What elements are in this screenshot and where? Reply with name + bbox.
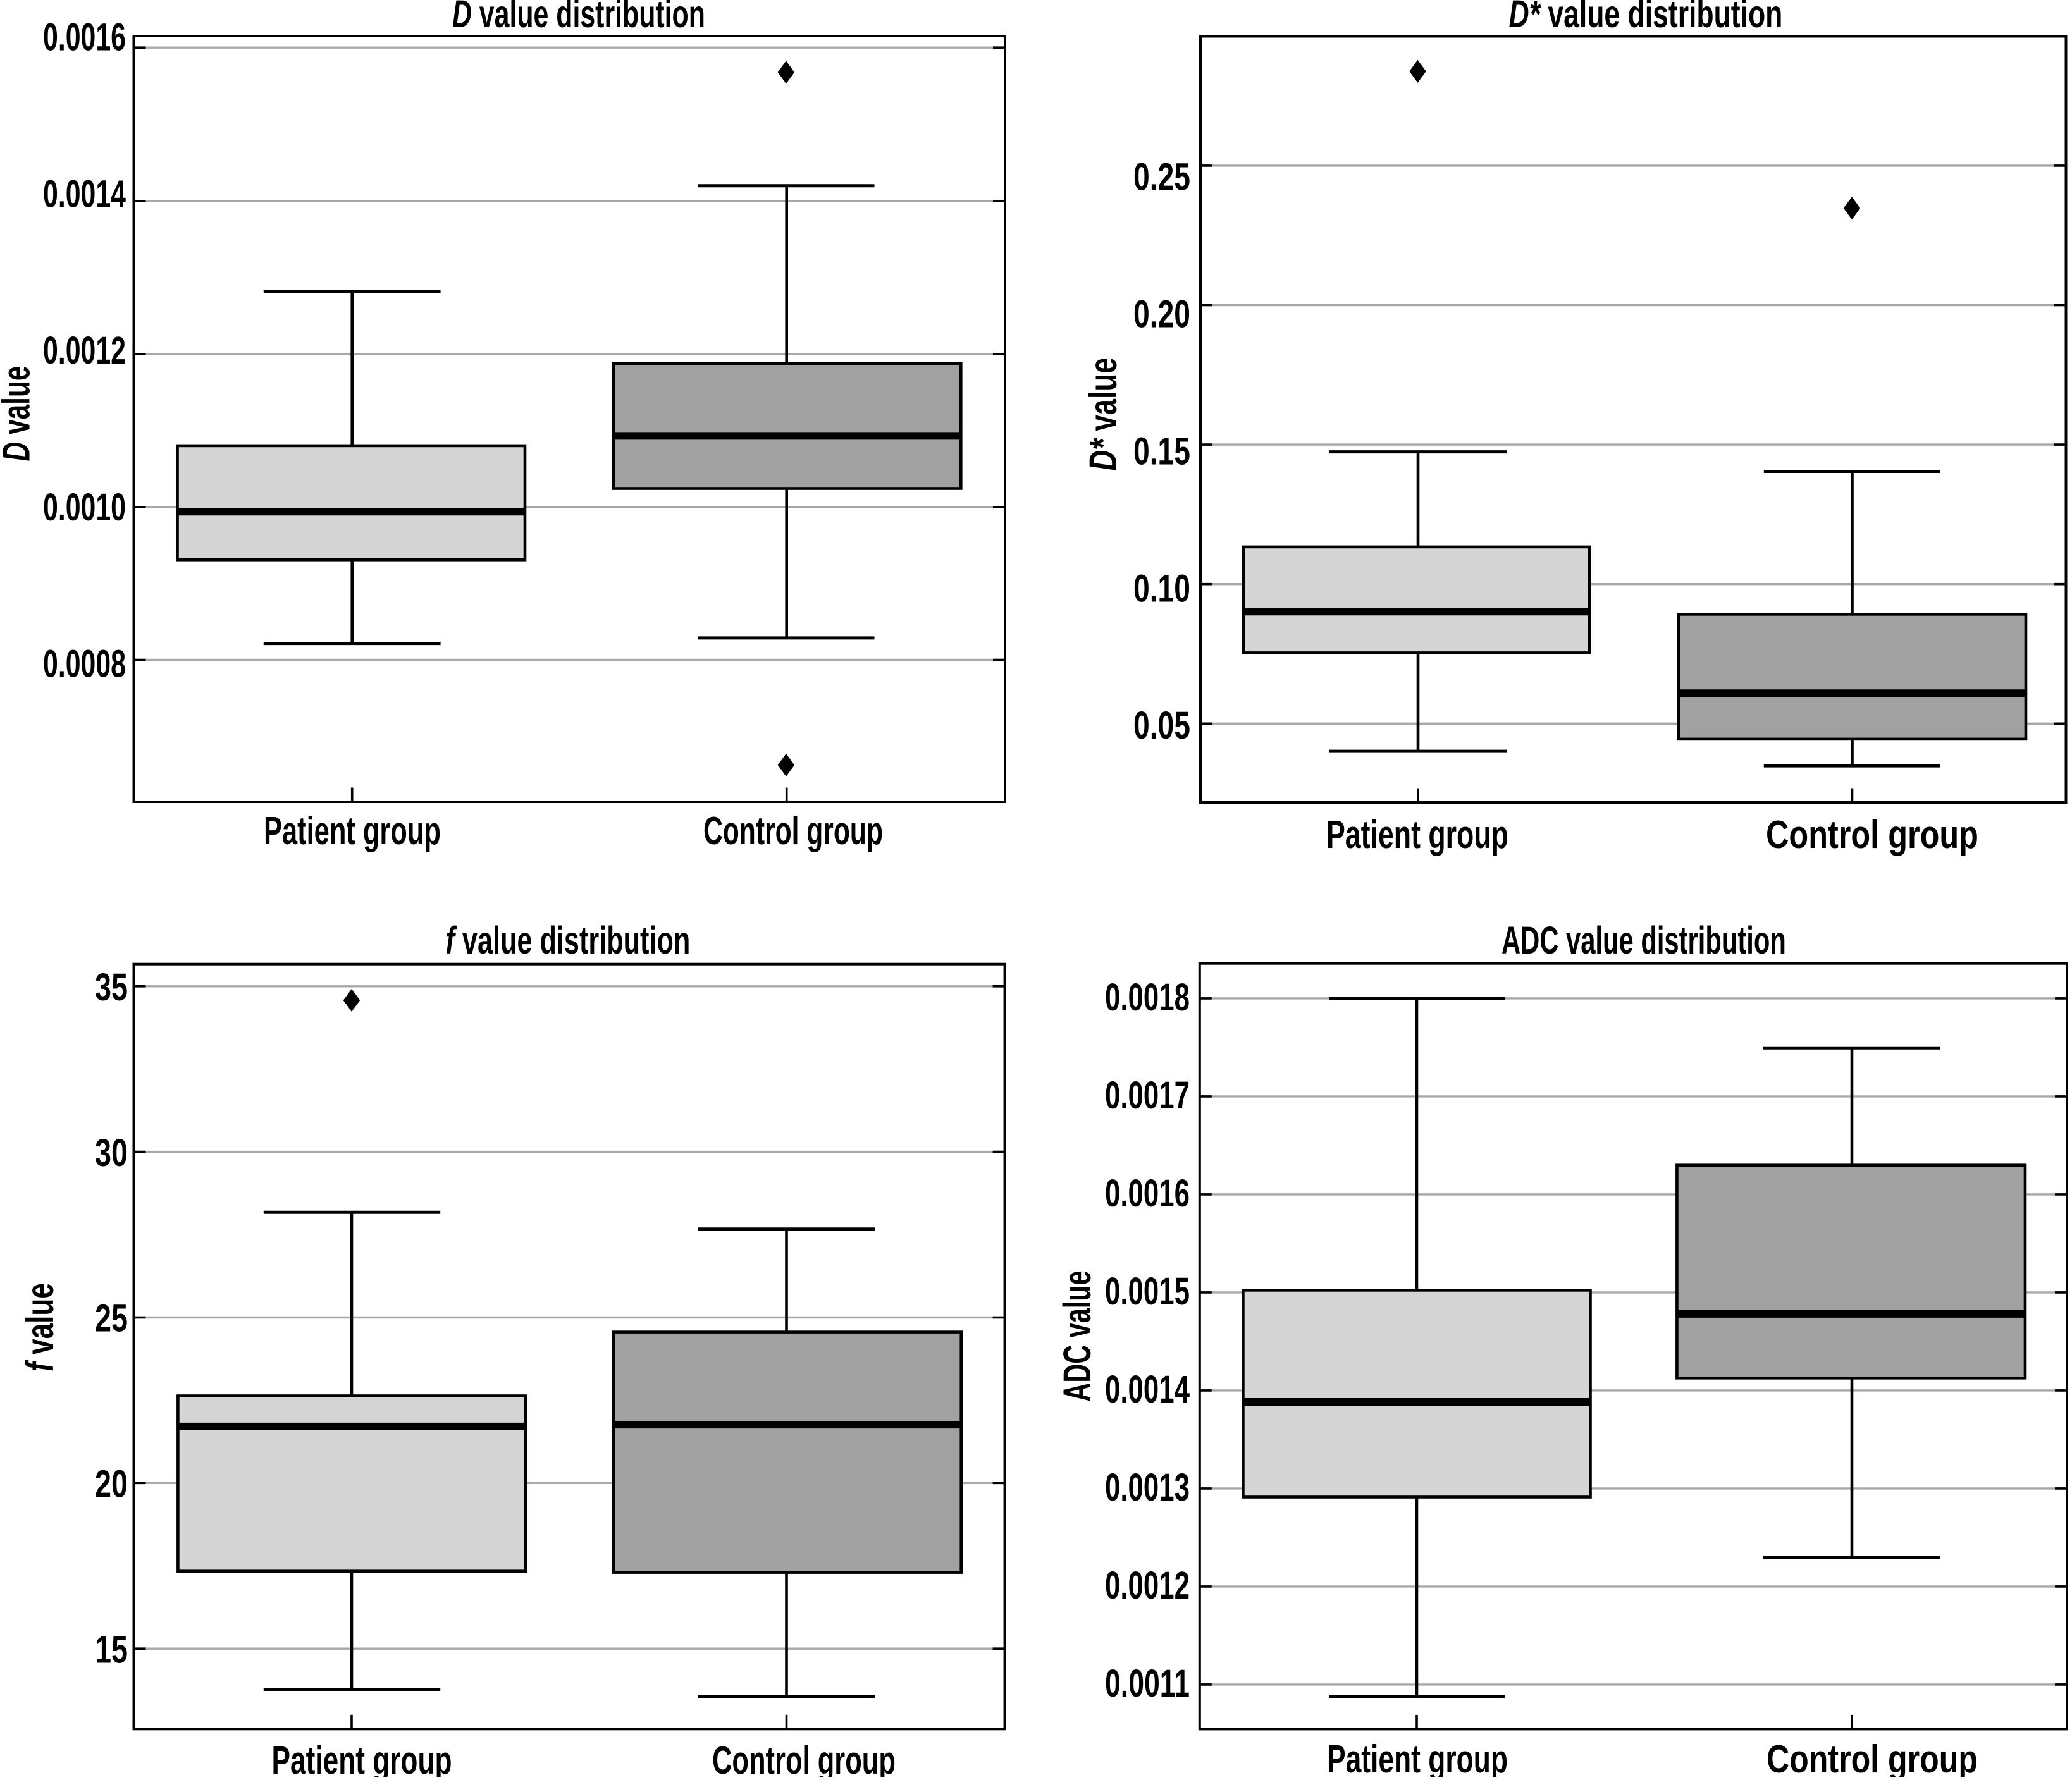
svg-text:0.0010: 0.0010 [43, 486, 126, 529]
svg-text:0.0016: 0.0016 [1105, 1172, 1190, 1215]
svg-text:Patient group: Patient group [264, 810, 441, 853]
svg-text:ADC value distribution: ADC value distribution [1502, 919, 1786, 962]
svg-text:Patient group: Patient group [1327, 1738, 1508, 1777]
svg-text:D*: D* [1082, 438, 1125, 471]
svg-text:ADC value: ADC value [1056, 1271, 1099, 1402]
svg-text:0.0008: 0.0008 [43, 642, 126, 685]
svg-text:value: value [1082, 358, 1125, 439]
svg-text:0.0015: 0.0015 [1105, 1270, 1190, 1313]
svg-text:0.0013: 0.0013 [1105, 1466, 1190, 1509]
svg-text:0.25: 0.25 [1133, 156, 1190, 199]
svg-text:15: 15 [95, 1628, 128, 1671]
svg-text:0.0014: 0.0014 [43, 173, 126, 216]
svg-text:0.0011: 0.0011 [1105, 1663, 1190, 1705]
svg-text:0.20: 0.20 [1133, 293, 1190, 336]
svg-text:20: 20 [95, 1463, 128, 1506]
svg-text:0.0016: 0.0016 [43, 16, 126, 59]
svg-text:0.0014: 0.0014 [1105, 1368, 1190, 1411]
svg-text:0.05: 0.05 [1133, 704, 1190, 747]
svg-text:0.10: 0.10 [1133, 567, 1190, 610]
svg-text:f: f [446, 919, 458, 962]
svg-text:D*: D* [1509, 0, 1541, 36]
svg-text:25: 25 [95, 1297, 128, 1340]
svg-text:30: 30 [95, 1131, 128, 1174]
svg-text:D: D [0, 442, 38, 462]
svg-text:Control group: Control group [712, 1740, 896, 1777]
svg-text:0.0018: 0.0018 [1105, 976, 1190, 1019]
svg-text:35: 35 [95, 966, 128, 1009]
svg-text:0.0017: 0.0017 [1105, 1074, 1190, 1117]
svg-text:Control group: Control group [703, 809, 883, 853]
svg-text:0.15: 0.15 [1133, 430, 1190, 473]
svg-text:Patient group: Patient group [1326, 813, 1508, 857]
svg-text:value: value [19, 1283, 62, 1362]
svg-text:f: f [19, 1360, 62, 1372]
svg-text:value distribution: value distribution [455, 919, 690, 962]
svg-text:value distribution: value distribution [1540, 0, 1782, 36]
svg-text:Control group: Control group [1766, 813, 1978, 856]
svg-text:D: D [452, 0, 472, 36]
svg-text:0.0012: 0.0012 [1105, 1564, 1190, 1607]
svg-text:value distribution: value distribution [472, 0, 705, 36]
svg-text:Patient group: Patient group [272, 1739, 452, 1777]
svg-text:0.0012: 0.0012 [43, 329, 126, 372]
svg-text:value: value [0, 366, 38, 442]
svg-text:Control group: Control group [1767, 1737, 1978, 1777]
